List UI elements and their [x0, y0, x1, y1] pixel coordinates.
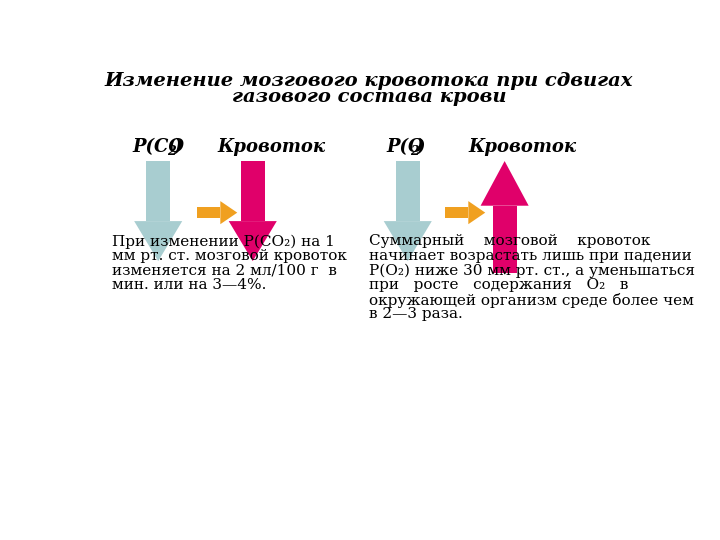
Text: мм рт. ст. мозговой кровоток: мм рт. ст. мозговой кровоток [112, 249, 346, 263]
Text: P(CO: P(CO [132, 138, 184, 156]
Polygon shape [229, 221, 276, 261]
Text: в 2—3 раза.: в 2—3 раза. [369, 307, 463, 321]
Text: окружающей организм среде более чем: окружающей организм среде более чем [369, 293, 694, 308]
Polygon shape [492, 206, 517, 273]
Polygon shape [146, 161, 170, 221]
Polygon shape [240, 161, 265, 221]
Polygon shape [134, 221, 182, 261]
Text: Кровоток: Кровоток [468, 138, 576, 156]
Text: Р(О₂) ниже 30 мм рт. ст., а уменьшаться: Р(О₂) ниже 30 мм рт. ст., а уменьшаться [369, 264, 695, 278]
Text: при   росте   содержания   О₂   в: при росте содержания О₂ в [369, 278, 629, 292]
Polygon shape [197, 207, 220, 218]
Polygon shape [396, 161, 420, 221]
Polygon shape [445, 207, 468, 218]
Text: изменяется на 2 мл/100 г  в: изменяется на 2 мл/100 г в [112, 264, 336, 278]
Text: Кровоток: Кровоток [218, 138, 326, 156]
Text: При изменении Р(СО₂) на 1: При изменении Р(СО₂) на 1 [112, 234, 335, 248]
Polygon shape [481, 161, 528, 206]
Text: Суммарный    мозговой    кровоток: Суммарный мозговой кровоток [369, 234, 650, 248]
Text: 2: 2 [168, 145, 176, 158]
Text: ): ) [174, 138, 182, 156]
Text: мин. или на 3—4%.: мин. или на 3—4%. [112, 278, 266, 292]
Polygon shape [220, 201, 238, 224]
Text: 2: 2 [410, 145, 419, 158]
Polygon shape [384, 221, 432, 261]
Text: ): ) [416, 138, 425, 156]
Text: газового состава крови: газового состава крови [232, 88, 506, 106]
Text: P(O: P(O [386, 138, 423, 156]
Polygon shape [468, 201, 485, 224]
Text: Изменение мозгового кровотока при сдвигах: Изменение мозгового кровотока при сдвига… [105, 72, 633, 91]
Text: начинает возрастать лишь при падении: начинает возрастать лишь при падении [369, 249, 692, 263]
